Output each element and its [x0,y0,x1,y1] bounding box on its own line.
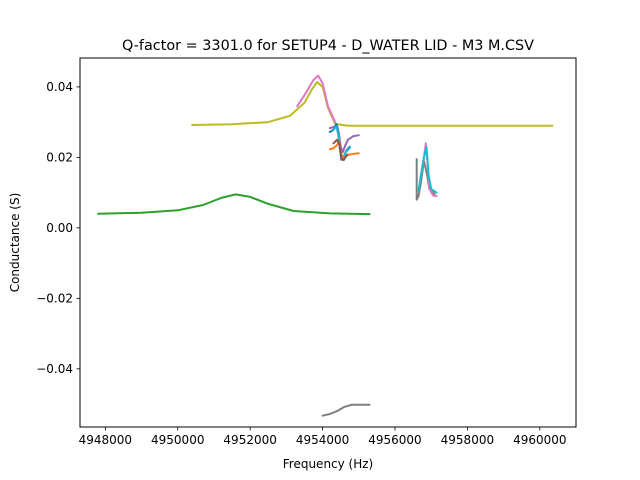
x-tick-label: 4948000 [79,433,132,447]
series-line-10 [417,145,438,194]
plot-frame [79,57,577,428]
series-line-7 [332,138,349,162]
y-tick-label: 0.04 [46,80,73,94]
x-tick-label: 4954000 [296,433,349,447]
series-layer [97,74,554,417]
x-tick-label: 4960000 [513,433,566,447]
x-tick-label: 4958000 [441,433,494,447]
y-tick-label: −0.04 [36,362,73,376]
series-line-2 [97,193,371,216]
x-tick-label: 4952000 [223,433,276,447]
x-tick-label: 4950000 [151,433,204,447]
series-line-11 [321,403,371,417]
chart-title: Q-factor = 3301.0 for SETUP4 - D_WATER L… [122,38,534,54]
y-tick-label: −0.02 [36,292,73,306]
x-axis-label: Frequency (Hz) [283,457,374,471]
x-tick-label: 4956000 [368,433,421,447]
y-tick-label: 0.02 [46,151,73,165]
y-axis-label: Conductance (S) [8,193,22,293]
y-axis: −0.04 −0.02 0.00 0.02 0.04 [36,80,80,376]
x-axis: 4948000 4950000 4952000 4954000 4956000 49580… [79,427,567,447]
series-line-1 [296,74,337,124]
y-tick-label: 0.00 [46,221,73,235]
